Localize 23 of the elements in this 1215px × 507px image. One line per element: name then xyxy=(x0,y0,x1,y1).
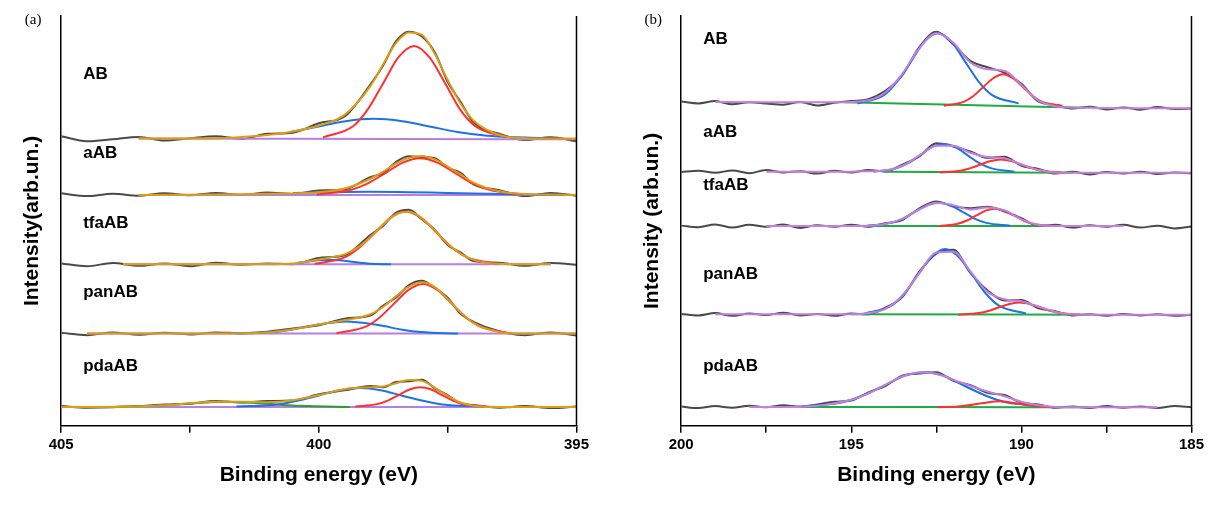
x-axis-title: Binding energy (eV) xyxy=(219,462,419,486)
annotation: AB xyxy=(83,63,108,83)
x-tick-label: 395 xyxy=(563,434,589,452)
x-tick-label: 200 xyxy=(668,434,694,452)
y-axis-title: Intensity(arb.un.) xyxy=(19,135,43,307)
x-tick-label: 190 xyxy=(1008,434,1034,452)
annotation: tfaAB xyxy=(83,213,129,233)
y-axis-title: Intensity (arb.un.) xyxy=(639,132,663,309)
x-tick-label: 400 xyxy=(306,434,332,452)
x-tick-label: 405 xyxy=(48,434,74,452)
annotation: AB xyxy=(703,29,728,49)
x-tick-label: 185 xyxy=(1178,434,1204,452)
annotation: panAB xyxy=(703,263,758,283)
x-tick-label: 195 xyxy=(838,434,864,452)
text: (a) xyxy=(24,10,42,28)
annotation: panAB xyxy=(83,282,138,302)
annotation: tfaAB xyxy=(703,175,749,195)
annotation: pdaAB xyxy=(83,355,138,375)
annotation: pdaAB xyxy=(703,356,758,376)
x-axis-title: Binding energy (eV) xyxy=(837,462,1036,486)
text: (b) xyxy=(644,10,662,28)
annotation: aAB xyxy=(703,121,738,141)
annotation: aAB xyxy=(83,143,118,162)
